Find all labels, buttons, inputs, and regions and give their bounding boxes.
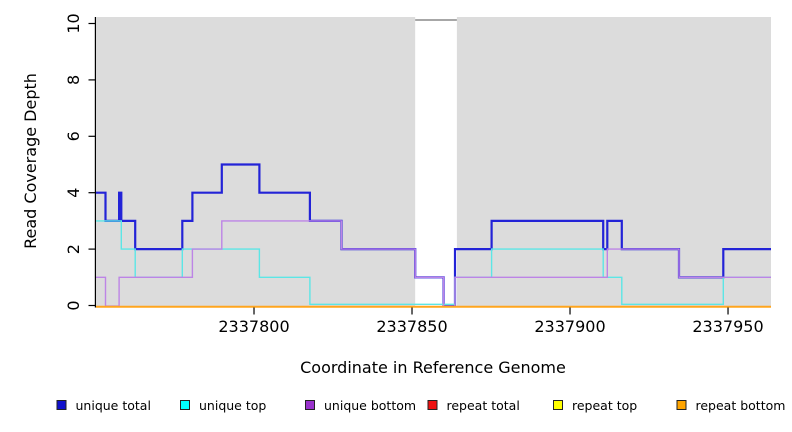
legend-label: unique top bbox=[199, 398, 266, 413]
legend: unique total unique top unique bottom re… bbox=[56, 398, 786, 413]
x-tick-label: 2337850 bbox=[376, 317, 447, 336]
legend-item-repeat-total: repeat total bbox=[427, 398, 520, 413]
legend-label: repeat bottom bbox=[696, 398, 786, 413]
legend-item-repeat-top: repeat top bbox=[553, 398, 637, 413]
legend-label: repeat total bbox=[447, 398, 520, 413]
unique-bottom-swatch bbox=[305, 400, 315, 410]
legend-item-unique-total: unique total bbox=[56, 398, 151, 413]
y-tick-label: 0 bbox=[64, 300, 83, 310]
y-tick-label: 8 bbox=[64, 75, 83, 85]
covered-region bbox=[96, 17, 416, 307]
y-axis: 0 2 4 6 8 10 bbox=[64, 13, 97, 311]
unique-top-swatch bbox=[180, 400, 190, 410]
repeat-bottom-swatch bbox=[676, 400, 687, 410]
legend-item-unique-top: unique top bbox=[180, 398, 266, 413]
y-tick-label: 2 bbox=[64, 244, 83, 254]
repeat-total-swatch bbox=[427, 400, 438, 410]
series-unique_bottom-line bbox=[96, 220, 771, 307]
legend-item-repeat-bottom: repeat bottom bbox=[676, 398, 786, 413]
covered-region bbox=[456, 17, 771, 307]
x-tick-label: 2337800 bbox=[218, 317, 289, 336]
plot-background-regions bbox=[96, 17, 771, 307]
series-unique_top-line bbox=[96, 220, 771, 305]
x-axis-title: Coordinate in Reference Genome bbox=[300, 358, 566, 377]
unique-total-swatch bbox=[56, 400, 67, 410]
y-axis-title: Read Coverage Depth bbox=[21, 73, 40, 249]
x-tick-label: 2337900 bbox=[534, 317, 605, 336]
legend-label: unique total bbox=[76, 398, 151, 413]
y-tick-label: 10 bbox=[64, 13, 83, 33]
legend-label: unique bottom bbox=[324, 398, 416, 413]
y-tick-label: 4 bbox=[64, 188, 83, 198]
x-tick-label: 2337950 bbox=[692, 317, 763, 336]
x-axis: 2337800 2337850 2337900 2337950 bbox=[218, 307, 764, 336]
legend-item-unique-bottom: unique bottom bbox=[305, 398, 416, 413]
legend-label: repeat top bbox=[572, 398, 637, 413]
y-tick-label: 6 bbox=[64, 131, 83, 141]
repeat-top-swatch bbox=[553, 400, 563, 410]
series-lines bbox=[96, 163, 771, 308]
